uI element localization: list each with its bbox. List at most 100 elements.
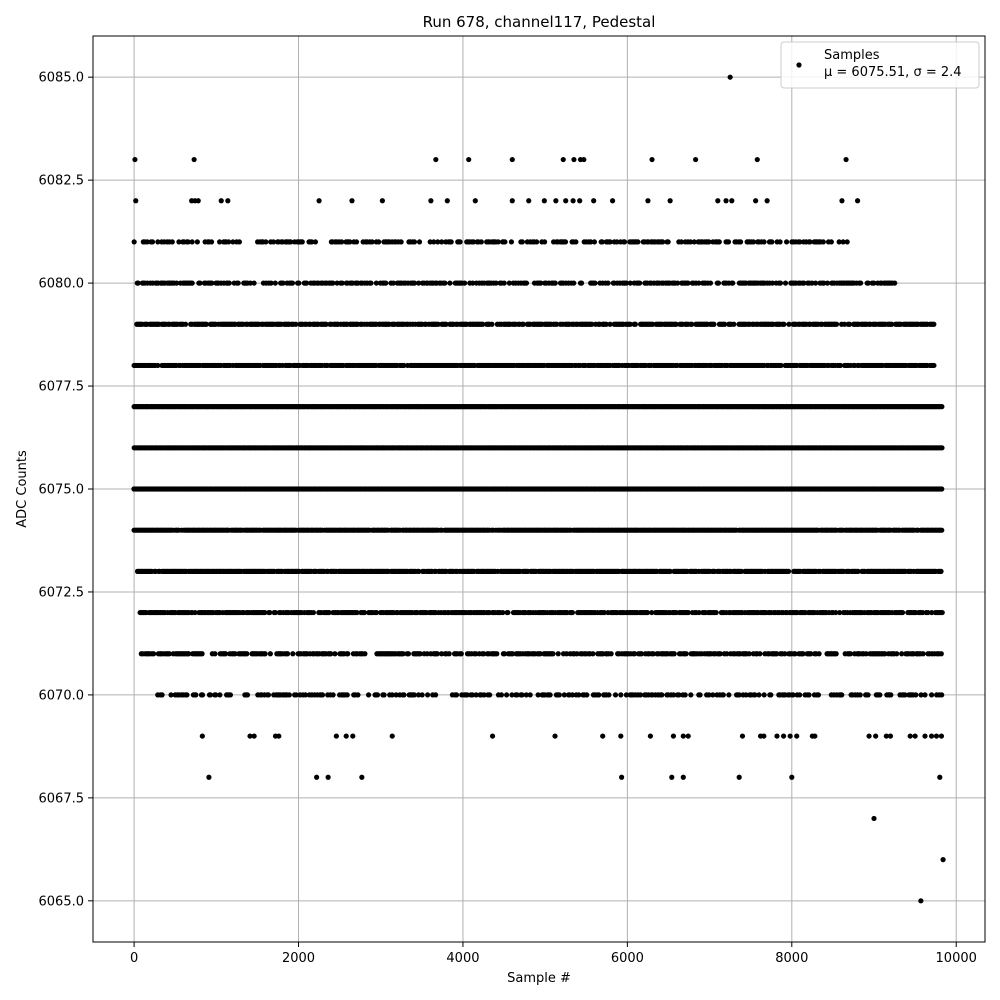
data-point [716,239,722,245]
data-point [706,239,712,245]
data-point [833,321,840,327]
data-point [821,280,827,286]
data-point [390,280,396,286]
data-point [673,321,679,327]
data-point [401,362,407,369]
data-point [197,280,203,286]
data-point [778,362,784,369]
data-point [209,280,215,286]
data-point [889,321,895,327]
data-point [189,280,195,286]
data-point [520,321,526,327]
data-point [562,239,569,245]
data-point [309,239,315,245]
data-point [824,280,831,286]
data-point [573,239,579,245]
data-point [685,280,691,286]
data-point [607,321,613,327]
data-point [553,321,560,327]
data-point [247,280,254,286]
data-point [230,239,236,245]
data-point [235,280,241,286]
data-point [621,239,628,245]
data-point [769,280,776,286]
data-point [939,404,945,410]
data-point [846,321,853,327]
data-point [938,568,944,574]
data-point [505,609,511,616]
data-point [589,321,595,327]
data-point [605,280,611,286]
data-point [635,239,641,245]
data-point [272,280,278,286]
data-point [176,239,182,245]
data-point [696,280,702,286]
data-point [480,321,486,327]
data-point [185,239,191,245]
data-point [182,321,189,327]
data-point [614,239,620,245]
data-point [678,239,685,245]
data-point [523,280,530,286]
data-point [330,280,336,286]
data-point [226,239,232,245]
data-point [689,321,695,327]
data-point [323,321,329,327]
data-point [841,321,848,327]
data-point [865,280,871,286]
data-point [489,321,495,327]
data-point [871,280,877,286]
data-point [837,362,844,369]
data-point [632,321,638,327]
data-point [369,239,375,245]
data-point [289,280,296,286]
data-point [131,239,137,245]
data-point [439,239,445,245]
data-point [721,321,728,327]
data-point [844,239,850,245]
data-point [801,280,807,286]
data-point [411,239,418,245]
data-point [339,239,345,245]
data-point [263,239,269,245]
data-point [470,239,477,245]
data-point [571,280,577,286]
data-point [431,239,437,245]
data-point [508,239,515,245]
data-point [502,239,508,245]
data-point [353,239,360,245]
data-point [296,280,302,286]
data-point [674,280,681,286]
data-point [603,321,609,327]
data-point [368,280,374,286]
data-point [637,280,643,286]
data-point [711,321,717,327]
data-point [785,568,792,574]
data-point [155,239,161,245]
data-point [707,280,714,286]
data-point [495,239,501,245]
data-point [310,609,317,616]
data-point [299,239,305,245]
data-point [501,280,507,286]
data-point [858,280,864,286]
data-point [552,280,558,286]
data-point [660,239,666,245]
data-point [270,239,277,245]
data-point [447,280,453,286]
data-point [376,239,382,245]
data-point [892,280,898,286]
data-point [293,321,299,327]
data-point [411,280,418,286]
data-point [939,527,945,533]
data-point [538,280,544,286]
data-point [783,239,790,245]
data-point [312,239,319,245]
data-point [931,362,937,369]
data-point [288,239,294,245]
data-point [149,239,156,245]
data-point [398,239,404,245]
data-point [506,280,512,286]
data-point [809,280,815,286]
data-point [607,239,613,245]
